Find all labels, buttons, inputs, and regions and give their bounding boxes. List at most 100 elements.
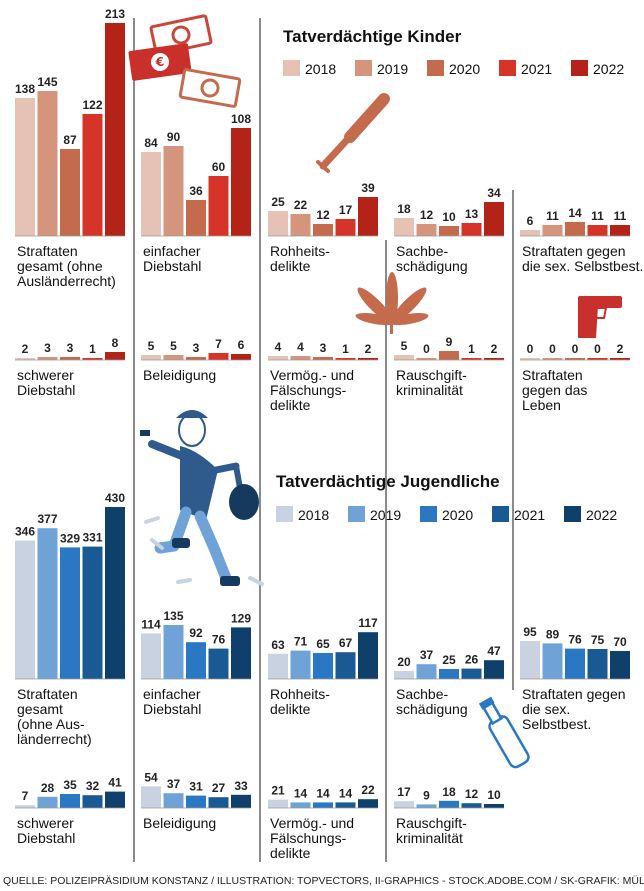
kinder-bar xyxy=(520,358,540,360)
kinder-panel-label: Diebstahl xyxy=(143,258,201,274)
jugendliche-data-label: 18 xyxy=(442,785,456,799)
jugendliche-data-label: 135 xyxy=(163,609,183,623)
jugendliche-bar xyxy=(290,650,311,679)
kinder-bar xyxy=(163,146,184,236)
jugendliche-bar xyxy=(416,664,437,679)
kinder-data-label: 0 xyxy=(594,342,601,356)
jugendliche-panel-9: 17 9 18 12 10 Rauschgift-kriminalität xyxy=(394,785,504,846)
kinder-bar xyxy=(141,152,161,236)
kinder-data-label: 11 xyxy=(546,209,559,223)
jugendliche-legend-swatch xyxy=(492,506,509,522)
kinder-data-label: 5 xyxy=(148,339,155,353)
kinder-data-label: 8 xyxy=(112,336,119,350)
kinder-data-label: 7 xyxy=(215,337,222,351)
kinder-data-label: 0 xyxy=(572,342,579,356)
jugendliche-bar xyxy=(358,799,378,808)
column-dividers xyxy=(133,18,514,862)
kinder-data-label: 9 xyxy=(446,335,453,349)
kinder-panel-label: Sachbe- xyxy=(396,243,448,259)
kinder-data-label: 84 xyxy=(144,136,158,150)
jugendliche-data-label: 129 xyxy=(231,611,251,625)
jugendliche-bar xyxy=(141,786,161,808)
kinder-data-label: 2 xyxy=(22,342,29,356)
kinder-panel-label: Straftaten xyxy=(17,243,78,259)
kinder-data-label: 11 xyxy=(591,209,604,223)
kinder-bar xyxy=(82,358,103,360)
jugendliche-panel-label: Vermög.- und xyxy=(270,815,354,831)
jugendliche-data-label: 41 xyxy=(108,776,122,790)
kinder-data-label: 87 xyxy=(63,133,77,147)
kinder-panel-9: 5 0 9 1 2 Rauschgift-kriminalität xyxy=(394,335,504,398)
kinder-panel-label: Beleidigung xyxy=(143,367,216,383)
jugendliche-data-label: 47 xyxy=(487,644,501,658)
jugendliche-data-label: 26 xyxy=(465,653,479,667)
kinder-bar xyxy=(37,357,58,360)
kinder-data-label: 39 xyxy=(361,181,375,195)
kinder-data-label: 5 xyxy=(401,339,408,353)
jugendliche-bar xyxy=(82,795,103,808)
kinder-bar xyxy=(565,358,585,360)
cannabis-leaf-icon xyxy=(355,272,429,334)
jugendliche-legend-swatch xyxy=(276,506,293,522)
kinder-bar xyxy=(461,223,482,236)
kinder-bar xyxy=(186,357,206,360)
kinder-data-label: 3 xyxy=(67,341,74,355)
jugendliche-data-label: 9 xyxy=(423,788,430,802)
kinder-bar xyxy=(208,176,229,236)
kinder-bar xyxy=(268,211,288,236)
jugendliche-bar xyxy=(15,540,35,679)
jugendliche-data-label: 7 xyxy=(22,789,29,803)
jugendliche-bar xyxy=(105,507,125,679)
kinder-data-label: 108 xyxy=(231,112,251,126)
jugendliche-bar xyxy=(231,627,251,679)
jugendliche-legend-label: 2022 xyxy=(586,507,617,523)
kinder-panel-label: delikte xyxy=(270,397,311,413)
kinder-panel-label: kriminalität xyxy=(396,382,463,398)
jugendliche-data-label: 92 xyxy=(189,626,203,640)
bottle-icon xyxy=(478,696,530,769)
burglar-icon xyxy=(140,410,264,586)
jugendliche-bar xyxy=(335,652,356,679)
kinder-panel-label: schwerer xyxy=(17,367,74,383)
kinder-data-label: 34 xyxy=(487,186,501,200)
jugendliche-bar xyxy=(313,653,333,679)
kinder-data-label: 0 xyxy=(549,342,556,356)
jugendliche-data-label: 37 xyxy=(167,777,181,791)
kinder-panel-label: gesamt (ohne xyxy=(17,258,103,274)
source-credit: QUELLE: POLIZEIPRÄSIDIUM KONSTANZ / ILLU… xyxy=(3,875,644,887)
kinder-panel-label: einfacher xyxy=(143,243,201,259)
jugendliche-data-label: 17 xyxy=(397,785,411,799)
kinder-bar xyxy=(231,128,251,236)
kinder-panel-label: Straftaten gegen xyxy=(522,243,626,259)
jugendliche-data-label: 35 xyxy=(63,778,77,792)
kinder-bar xyxy=(290,214,311,236)
kinder-bar xyxy=(37,91,58,236)
jugendliche-data-label: 25 xyxy=(442,653,456,667)
jugendliche-data-label: 117 xyxy=(358,616,378,630)
jugendliche-bar xyxy=(461,803,482,808)
jugendliche-bar xyxy=(15,805,35,808)
kinder-data-label: 18 xyxy=(397,202,411,216)
jugendliche-panel-label: Sachbe- xyxy=(396,686,448,702)
kinder-data-label: 36 xyxy=(189,184,203,198)
jugendliche-panel-3: 63 71 65 67 117 Rohheits-delikte xyxy=(268,616,378,717)
kinder-chart-title: Tatverdächtige Kinder xyxy=(283,27,462,46)
kinder-bar xyxy=(484,358,504,360)
kinder-panel-3: 25 22 12 17 39 Rohheits-delikte xyxy=(268,181,378,274)
kinder-data-label: 3 xyxy=(320,341,327,355)
kinder-data-label: 0 xyxy=(527,342,534,356)
kinder-bar xyxy=(461,358,482,360)
kinder-panel-label: schädigung xyxy=(396,258,468,274)
kinder-bar xyxy=(15,358,35,360)
kinder-panel-7: 5 5 3 7 6 Beleidigung xyxy=(141,337,251,383)
jugendliche-panel-label: delikte xyxy=(270,701,311,717)
kinder-panel-label: Rohheits- xyxy=(270,243,330,259)
kinder-panel-label: die sex. Selbstbest. xyxy=(522,258,643,274)
jugendliche-data-label: 76 xyxy=(568,633,582,647)
kinder-panel-label: Fälschungs- xyxy=(270,382,347,398)
jugendliche-bar xyxy=(82,546,103,679)
